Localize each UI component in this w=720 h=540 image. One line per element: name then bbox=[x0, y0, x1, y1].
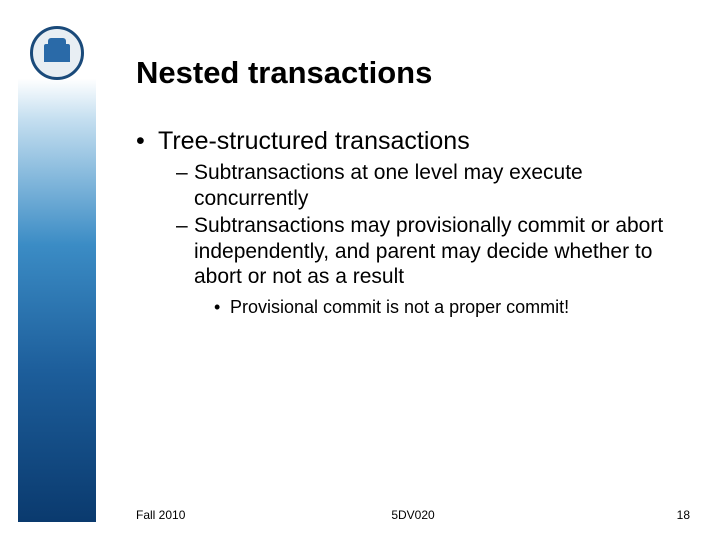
slide-content: Nested transactions Tree-structured tran… bbox=[136, 55, 690, 319]
sidebar-gradient bbox=[18, 18, 96, 522]
slide-title: Nested transactions bbox=[136, 55, 690, 91]
bullet-level-2: Subtransactions at one level may execute… bbox=[136, 160, 690, 211]
footer-left: Fall 2010 bbox=[136, 508, 185, 522]
logo-building-icon bbox=[44, 44, 70, 62]
university-logo bbox=[30, 26, 84, 80]
footer-center: 5DV020 bbox=[391, 508, 434, 522]
slide-footer: Fall 2010 5DV020 18 bbox=[136, 508, 690, 522]
bullet-level-1: Tree-structured transactions bbox=[136, 127, 690, 156]
bullet-level-2: Subtransactions may provisionally commit… bbox=[136, 213, 690, 290]
bullet-level-3: Provisional commit is not a proper commi… bbox=[136, 296, 690, 319]
page-number: 18 bbox=[677, 508, 690, 522]
